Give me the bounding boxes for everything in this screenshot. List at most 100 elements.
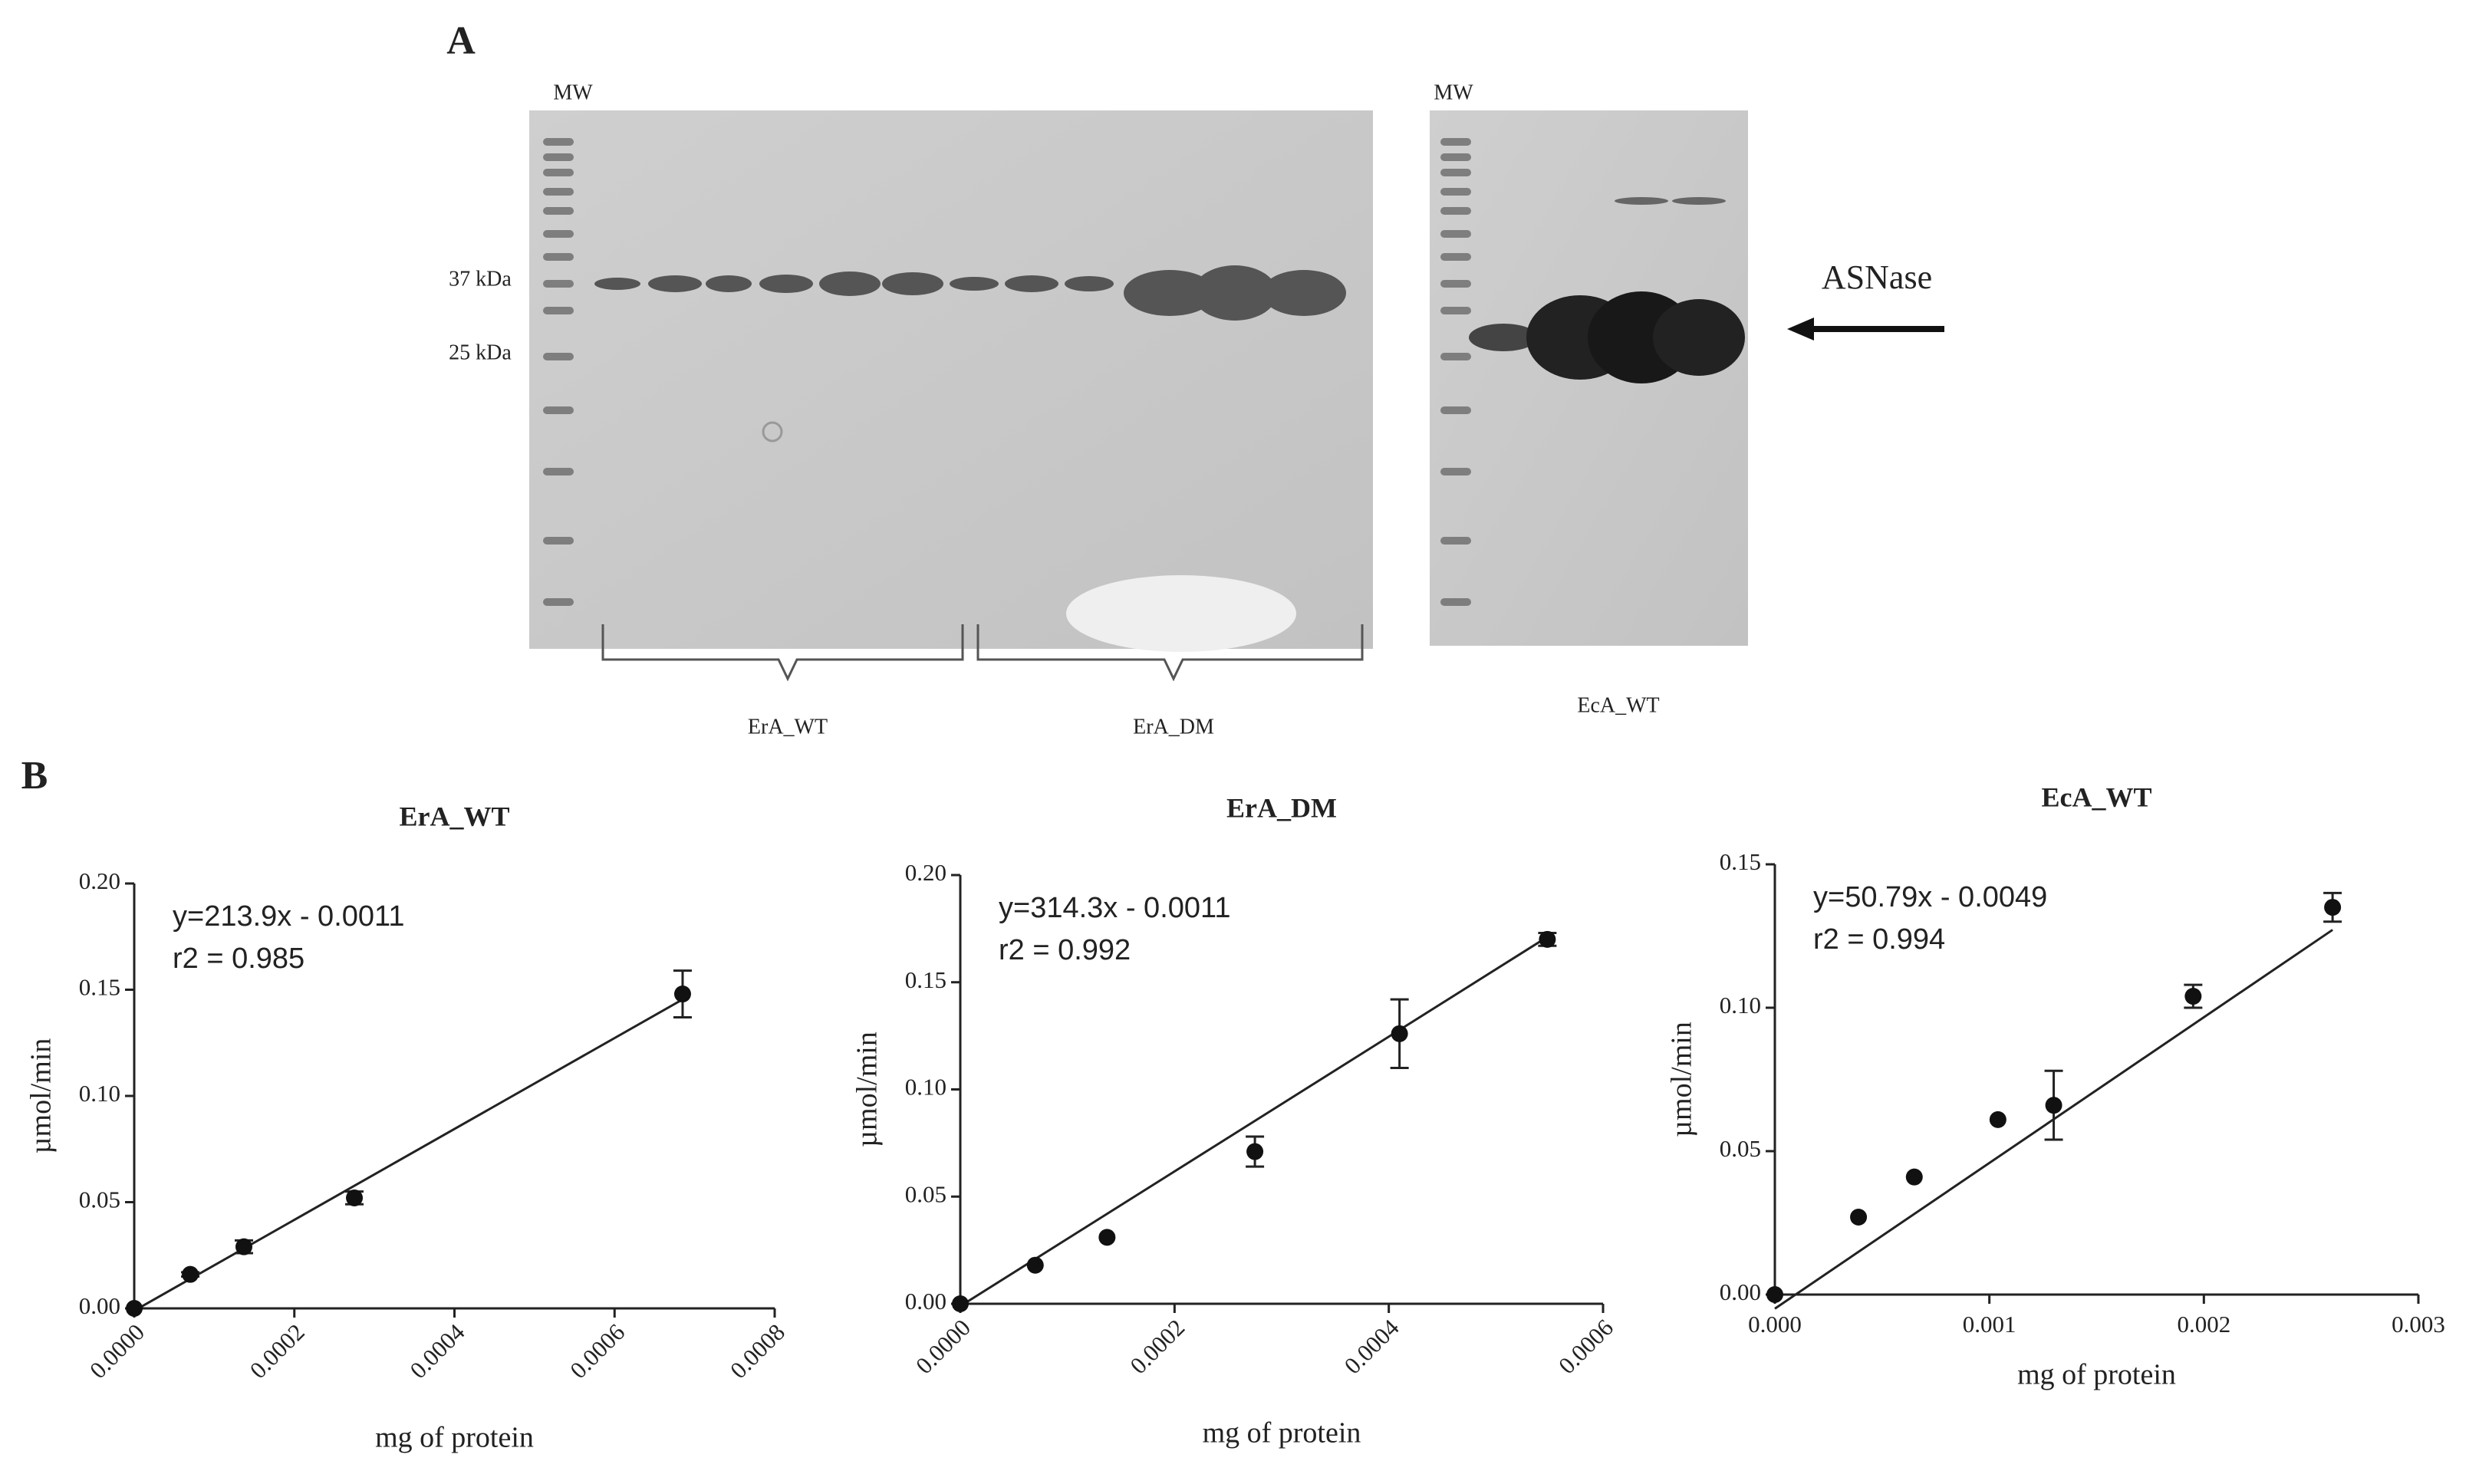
data-point xyxy=(1026,1256,1044,1274)
x-tick-label: 0.0000 xyxy=(910,1314,976,1379)
gel-artifact xyxy=(1066,575,1296,652)
fit-line xyxy=(960,936,1549,1308)
annotation: r2 = 0.985 xyxy=(173,943,305,975)
protein-band xyxy=(759,275,813,293)
data-point xyxy=(182,1265,199,1283)
x-axis-label: mg of protein xyxy=(2017,1359,2176,1391)
annotation: y=213.9x - 0.0011 xyxy=(173,900,404,933)
lane-label: ErA_WT xyxy=(748,715,828,739)
protein-band xyxy=(1005,275,1058,292)
protein-band xyxy=(1262,270,1346,316)
y-tick-label: 0.05 xyxy=(79,1186,120,1213)
marker-label: 25 kDa xyxy=(449,341,512,364)
ladder-band xyxy=(1440,230,1471,238)
x-tick-label: 0.0006 xyxy=(565,1318,630,1384)
x-tick-label: 0.0002 xyxy=(245,1318,310,1384)
protein-band xyxy=(1124,270,1216,316)
mw-label: MW xyxy=(553,81,593,104)
y-axis-label: µmol/min xyxy=(1666,1022,1698,1137)
protein-band xyxy=(648,275,702,292)
x-axis-label: mg of protein xyxy=(1203,1417,1361,1449)
y-tick-label: 0.10 xyxy=(1720,992,1761,1018)
ladder-band xyxy=(1440,468,1471,475)
ladder-band xyxy=(543,280,574,288)
ladder-band xyxy=(543,537,574,545)
chart-title: ErA_WT xyxy=(400,801,510,831)
protein-band xyxy=(950,277,999,291)
y-tick-label: 0.00 xyxy=(79,1292,120,1319)
y-tick-label: 0.05 xyxy=(1720,1135,1761,1162)
ladder-band xyxy=(543,138,574,146)
ladder-band xyxy=(1440,353,1471,360)
data-point xyxy=(235,1238,252,1255)
ladder-band xyxy=(543,153,574,161)
ladder-band xyxy=(1440,188,1471,196)
y-tick-label: 0.05 xyxy=(905,1180,946,1207)
data-point xyxy=(1905,1168,1923,1186)
data-point xyxy=(1391,1025,1408,1042)
marker-label: 37 kDa xyxy=(449,267,512,291)
panel-label: A xyxy=(446,19,476,63)
ladder-band xyxy=(543,353,574,360)
x-tick-label: 0.0006 xyxy=(1553,1314,1618,1379)
data-point xyxy=(1098,1229,1116,1246)
y-tick-label: 0.10 xyxy=(79,1080,120,1107)
protein-band xyxy=(882,272,943,295)
y-tick-label: 0.10 xyxy=(905,1074,946,1101)
ladder-band xyxy=(543,406,574,414)
gel-artifact xyxy=(762,421,783,443)
x-tick-label: 0.0002 xyxy=(1124,1314,1190,1379)
data-point xyxy=(2324,899,2342,916)
lane-label: EcA_WT xyxy=(1577,693,1659,717)
ladder-band xyxy=(1440,406,1471,414)
x-tick-label: 0.0004 xyxy=(404,1318,469,1384)
data-point xyxy=(1850,1209,1868,1226)
protein-band xyxy=(594,278,640,290)
ladder-band xyxy=(543,253,574,261)
annotation: y=314.3x - 0.0011 xyxy=(999,892,1230,924)
data-point xyxy=(952,1295,969,1312)
x-tick-label: 0.0008 xyxy=(725,1318,790,1384)
fit-line xyxy=(133,998,683,1312)
annotation: r2 = 0.992 xyxy=(999,934,1131,966)
gel xyxy=(529,110,1373,649)
arrow-head xyxy=(1787,318,1814,341)
x-tick-label: 0.0004 xyxy=(1339,1314,1404,1379)
mw-label: MW xyxy=(1434,81,1473,104)
ladder-band xyxy=(543,598,574,606)
ladder-band xyxy=(1440,169,1471,176)
ladder-band xyxy=(543,169,574,176)
ladder-band xyxy=(1440,537,1471,545)
chart-title: ErA_DM xyxy=(1226,792,1337,823)
ladder-band xyxy=(1440,153,1471,161)
x-tick-label: 0.002 xyxy=(2177,1311,2230,1338)
data-point xyxy=(1246,1143,1264,1160)
protein-band xyxy=(1065,276,1114,291)
protein-band xyxy=(1672,197,1726,205)
data-point xyxy=(673,985,691,1003)
ladder-band xyxy=(1440,207,1471,215)
ladder-band xyxy=(1440,280,1471,288)
data-point xyxy=(346,1189,364,1206)
protein-band xyxy=(819,271,881,296)
ladder-band xyxy=(1440,307,1471,314)
panel-label: B xyxy=(21,754,48,798)
y-tick-label: 0.20 xyxy=(905,859,946,886)
data-point xyxy=(1989,1111,2006,1128)
lane-label: ErA_DM xyxy=(1133,715,1214,739)
lane-bracket xyxy=(601,624,1364,682)
ladder-band xyxy=(543,468,574,475)
data-point xyxy=(126,1300,143,1317)
protein-band xyxy=(1653,299,1745,376)
data-point xyxy=(2045,1097,2062,1114)
chart-title: EcA_WT xyxy=(2042,781,2152,812)
y-tick-label: 0.20 xyxy=(79,867,120,894)
x-tick-label: 0.001 xyxy=(1963,1311,2016,1338)
data-point xyxy=(2184,988,2202,1005)
protein-band xyxy=(706,275,752,292)
y-tick-label: 0.00 xyxy=(1720,1278,1761,1305)
ladder-band xyxy=(543,207,574,215)
arrow-label: ASNase xyxy=(1822,258,1932,296)
y-tick-label: 0.15 xyxy=(1720,848,1761,875)
